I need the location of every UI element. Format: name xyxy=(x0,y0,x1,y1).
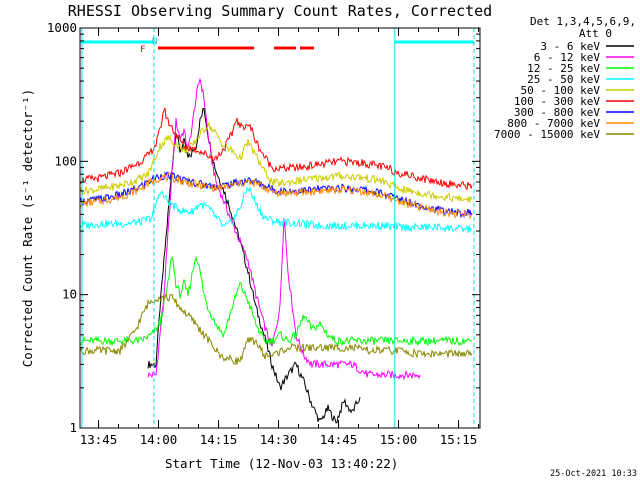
x-tick-label: 14:00 xyxy=(140,432,178,447)
y-tick-label: 1000 xyxy=(47,20,77,35)
legend-entry-label: 7000 - 15000 keV xyxy=(494,128,600,141)
x-tick-label: 14:45 xyxy=(320,432,358,447)
generation-timestamp: 25-Oct-2021 10:33 xyxy=(550,469,637,479)
plot-axes: 1 10 100 1000 13:45 14:00 14:15 14:30 14:45 15:00… xyxy=(47,20,481,447)
y-tick-label: 10 xyxy=(62,287,77,302)
x-tick-label: 15:15 xyxy=(440,432,478,447)
legend-entry-label: 3 - 6 keV xyxy=(540,40,600,53)
series-line-7 xyxy=(80,172,473,220)
legend-entry-label: 25 - 50 keV xyxy=(527,73,600,86)
series-line-3 xyxy=(79,186,473,234)
series-lines xyxy=(79,77,473,424)
flare-flag-label: F xyxy=(140,45,145,55)
legend-entry-label: 12 - 25 keV xyxy=(527,62,600,75)
state-bars xyxy=(80,40,474,50)
legend-entry-label: 50 - 100 keV xyxy=(521,84,601,97)
y-tick-label: 1 xyxy=(69,420,77,435)
legend-entry-label: 300 - 800 keV xyxy=(514,106,600,119)
legend-entry-label: 100 - 300 keV xyxy=(514,95,600,108)
chart-title: RHESSI Observing Summary Count Rates, Co… xyxy=(68,2,492,20)
x-tick-label: 14:30 xyxy=(260,432,298,447)
x-tick-label: 15:00 xyxy=(380,432,418,447)
x-tick-label: 13:45 xyxy=(80,432,118,447)
series-line-5 xyxy=(79,107,473,191)
series-line-1 xyxy=(147,77,421,381)
legend-header-detectors: Det 1,3,4,5,6,9, xyxy=(530,15,636,28)
x-tick-label: 14:15 xyxy=(200,432,238,447)
legend-entry-label: 6 - 12 keV xyxy=(534,51,601,64)
series-line-0 xyxy=(147,108,361,424)
y-tick-label: 100 xyxy=(54,153,77,168)
x-axis-label: Start Time (12-Nov-03 13:40:22) xyxy=(165,456,398,471)
series-line-4 xyxy=(79,122,473,203)
night-flag-label: N xyxy=(152,37,157,47)
legend-entry-label: 800 - 7000 keV xyxy=(507,117,600,130)
series-line-2 xyxy=(79,255,473,347)
plot-frame xyxy=(79,27,481,429)
boundary-lines xyxy=(81,28,475,428)
series-line-8 xyxy=(79,292,473,365)
legend-header-attenuator: Att 0 xyxy=(579,27,612,40)
series-line-6 xyxy=(79,171,473,219)
flag-labels: F N xyxy=(140,37,157,55)
y-axis-label: Corrected Count Rate (s⁻¹ detector⁻¹) xyxy=(20,89,35,367)
